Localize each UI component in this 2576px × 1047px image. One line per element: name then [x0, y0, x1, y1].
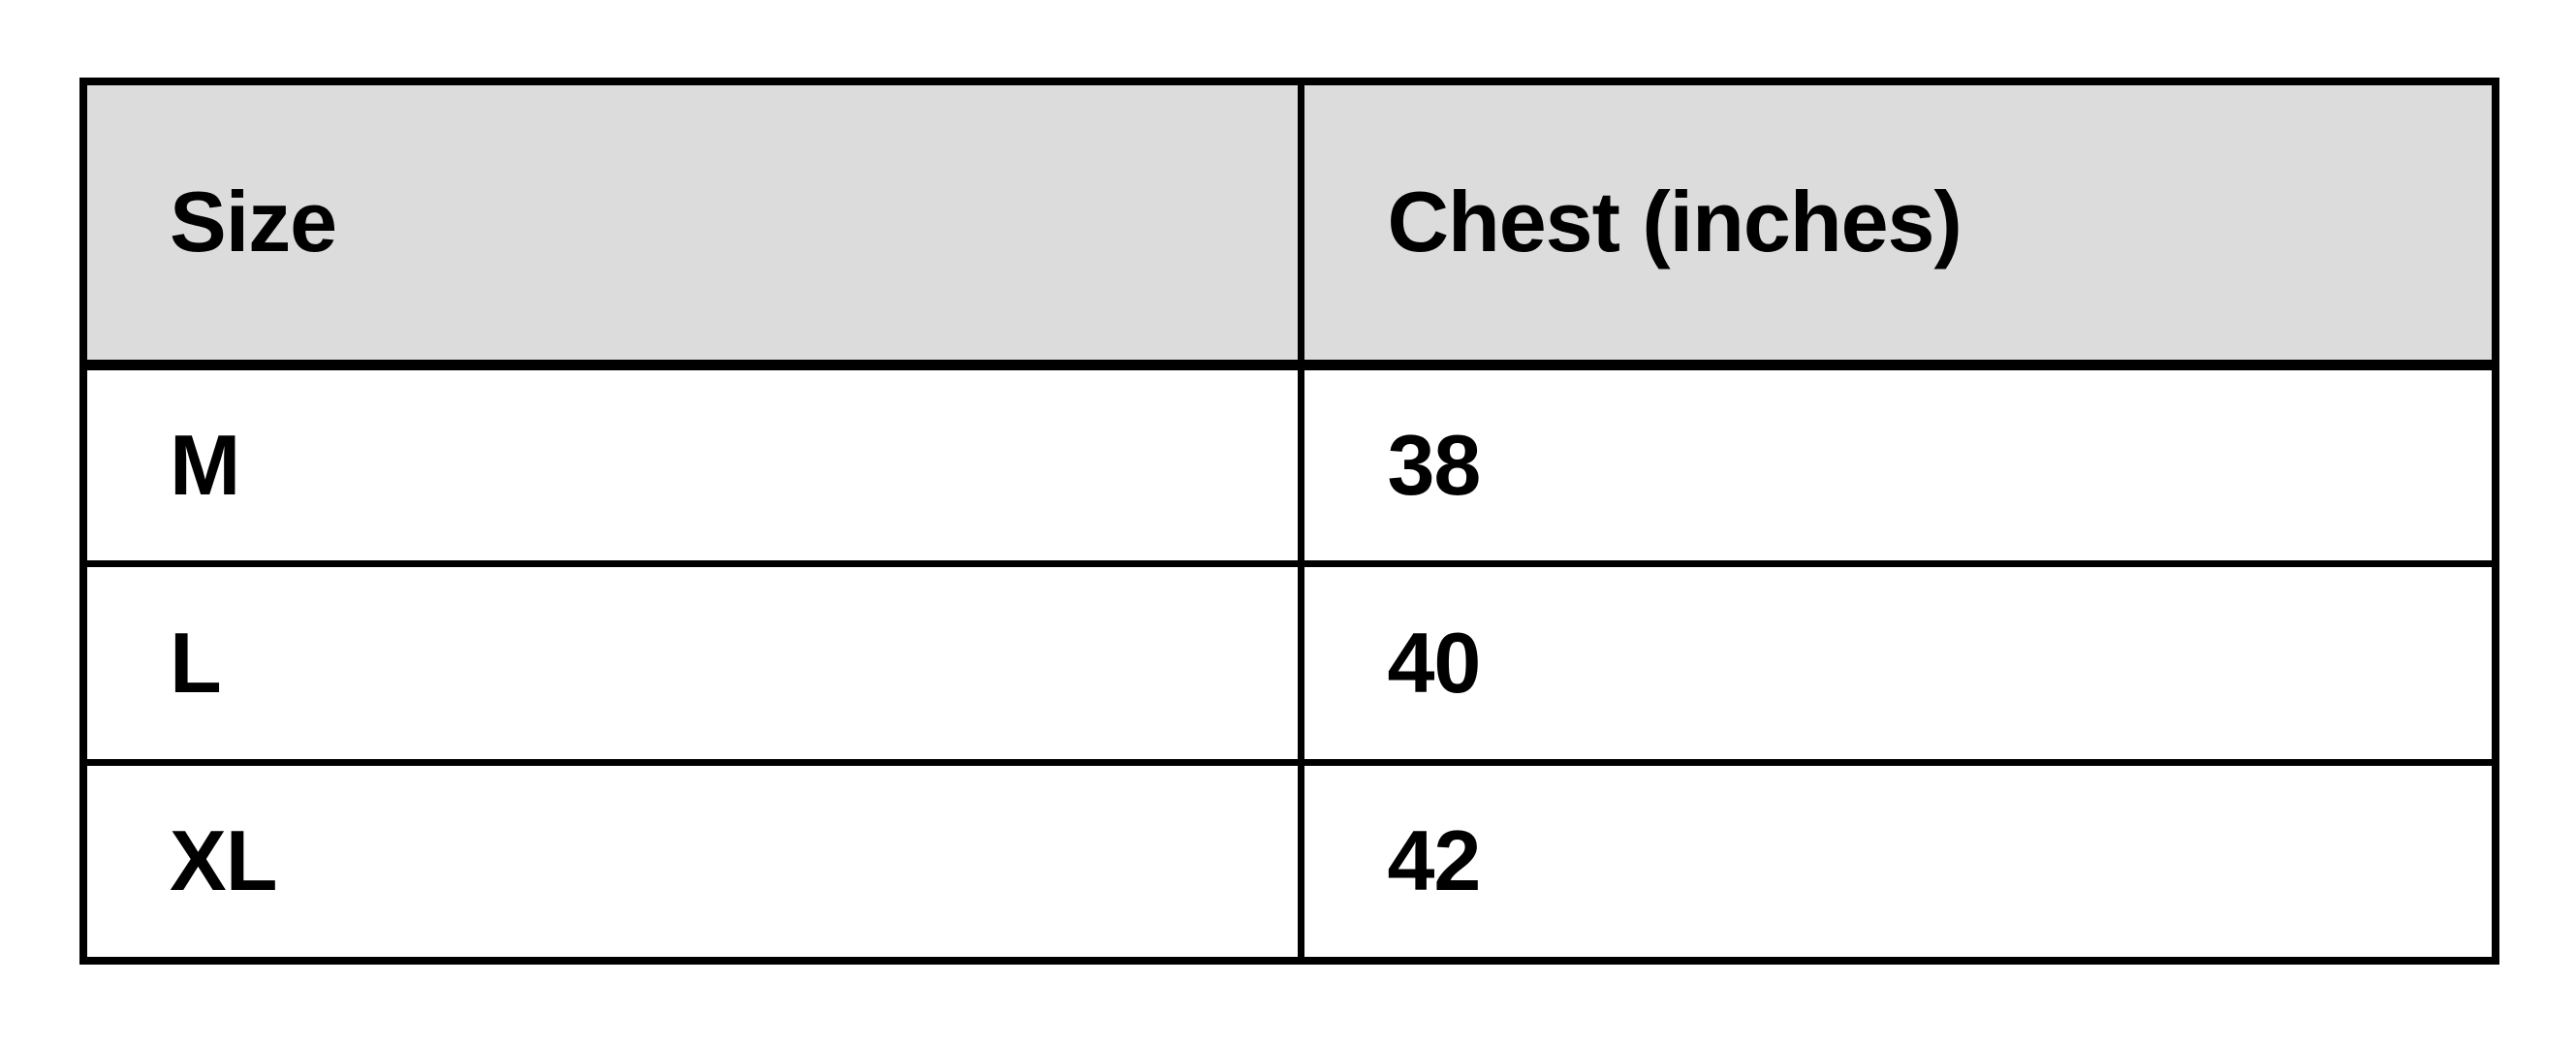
table-row: M 38 — [79, 361, 2499, 567]
header-row: Size Chest (inches) — [79, 78, 2499, 370]
cell-chest-m: 38 — [1298, 361, 2499, 567]
size-chart-table: Size Chest (inches) M 38 L 40 XL 42 — [79, 78, 2499, 965]
table-row: XL 42 — [79, 758, 2499, 965]
cell-size-xl: XL — [79, 758, 1305, 965]
column-header-size: Size — [79, 78, 1305, 370]
cell-chest-l: 40 — [1298, 559, 2499, 766]
column-header-chest: Chest (inches) — [1298, 78, 2499, 370]
cell-chest-xl: 42 — [1298, 758, 2499, 965]
table-row: L 40 — [79, 559, 2499, 766]
cell-size-m: M — [79, 361, 1305, 567]
cell-size-l: L — [79, 559, 1305, 766]
